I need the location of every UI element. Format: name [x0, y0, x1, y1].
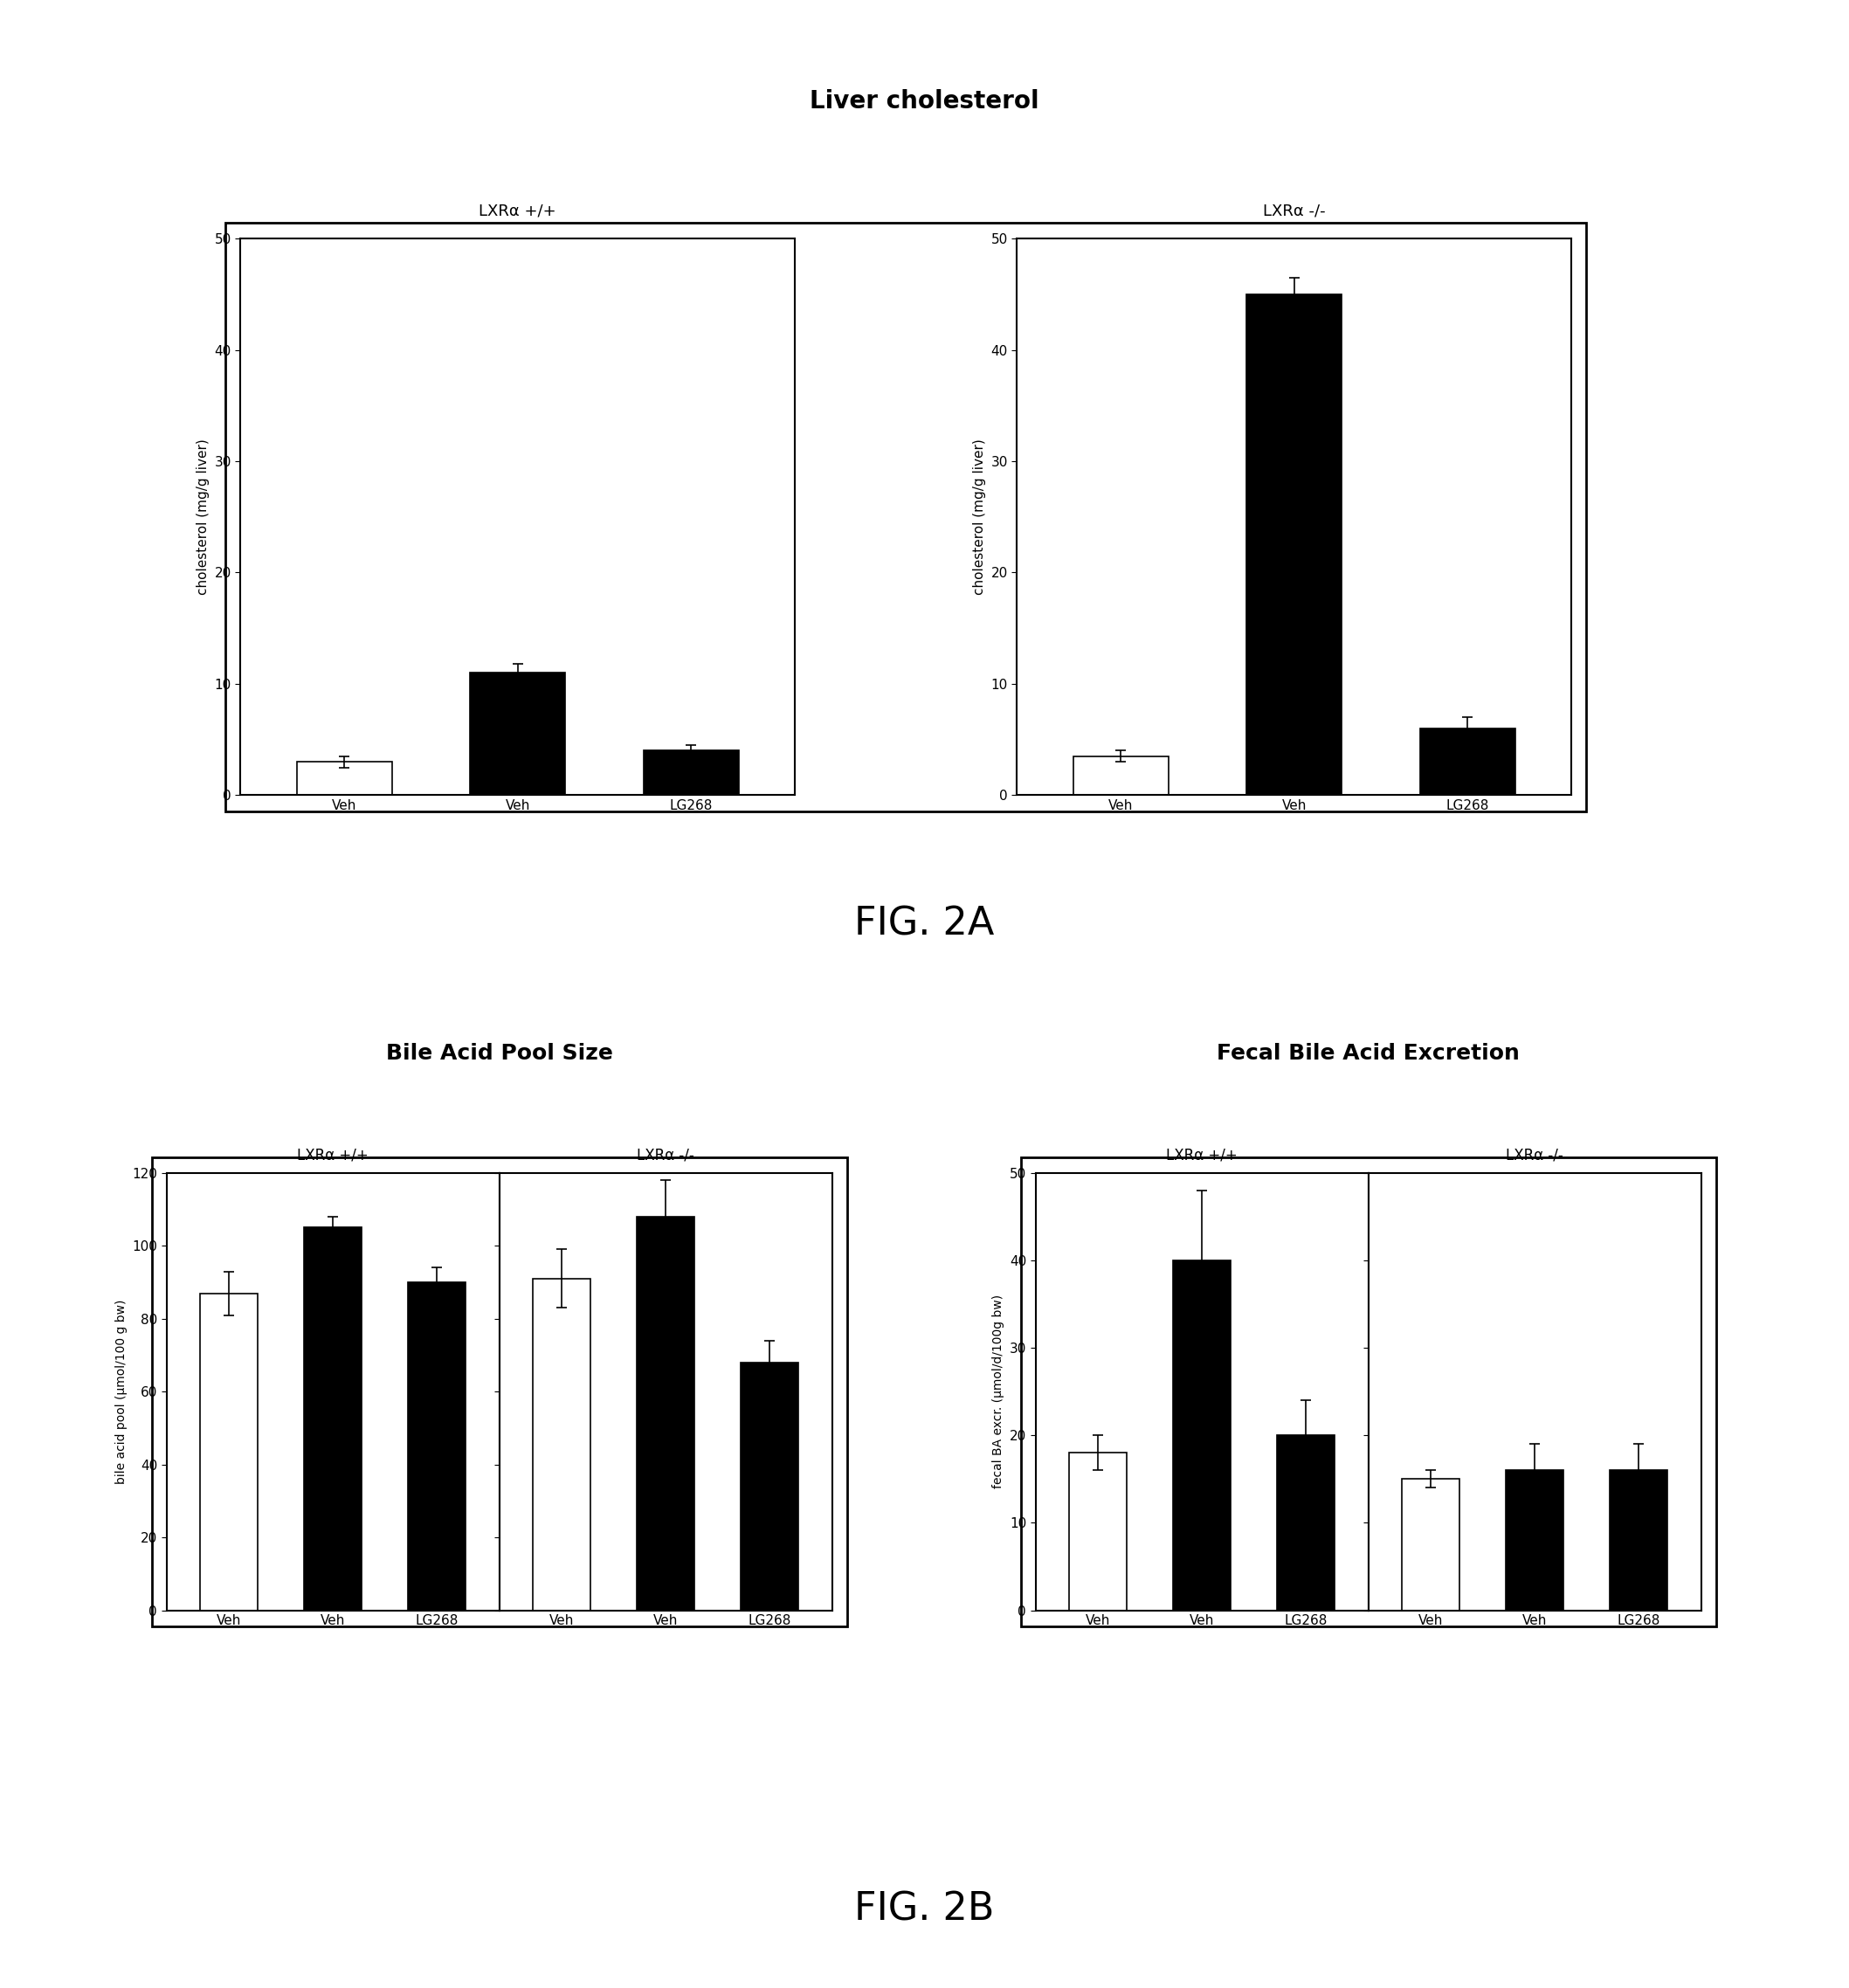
Y-axis label: bile acid pool (μmol/100 g bw): bile acid pool (μmol/100 g bw): [115, 1300, 128, 1483]
Bar: [200, 1294, 257, 1610]
Text: LXRα -/-: LXRα -/-: [1505, 1147, 1564, 1163]
Text: Liver cholesterol: Liver cholesterol: [810, 89, 1039, 113]
Bar: [409, 1282, 466, 1610]
Bar: [1507, 1471, 1562, 1610]
Bar: [533, 1278, 590, 1610]
Text: LXRα +/+: LXRα +/+: [1167, 1147, 1237, 1163]
Bar: [643, 751, 740, 795]
Bar: [1402, 1479, 1459, 1610]
Bar: [1278, 1435, 1335, 1610]
Bar: [638, 1217, 693, 1610]
Bar: [741, 1362, 799, 1610]
Bar: [296, 761, 392, 795]
Bar: [1072, 755, 1169, 795]
Text: LXRα -/-: LXRα -/-: [1263, 203, 1326, 219]
Y-axis label: cholesterol (mg/g liver): cholesterol (mg/g liver): [196, 439, 209, 594]
Text: LXRα +/+: LXRα +/+: [298, 1147, 368, 1163]
Bar: [1246, 294, 1342, 795]
Bar: [1610, 1471, 1668, 1610]
Text: Bile Acid Pool Size: Bile Acid Pool Size: [386, 1042, 612, 1064]
Text: LXRα +/+: LXRα +/+: [479, 203, 557, 219]
Text: Fecal Bile Acid Excretion: Fecal Bile Acid Excretion: [1217, 1042, 1520, 1064]
Bar: [470, 672, 566, 795]
Text: LXRα -/-: LXRα -/-: [636, 1147, 695, 1163]
Bar: [305, 1227, 361, 1610]
Bar: [1069, 1453, 1126, 1610]
Text: FIG. 2A: FIG. 2A: [854, 907, 995, 942]
Text: FIG. 2B: FIG. 2B: [854, 1891, 995, 1928]
Y-axis label: cholesterol (mg/g liver): cholesterol (mg/g liver): [973, 439, 986, 594]
Bar: [1420, 728, 1516, 795]
Y-axis label: fecal BA excr. (μmol/d/100g bw): fecal BA excr. (μmol/d/100g bw): [993, 1294, 1004, 1489]
Bar: [1174, 1260, 1230, 1610]
